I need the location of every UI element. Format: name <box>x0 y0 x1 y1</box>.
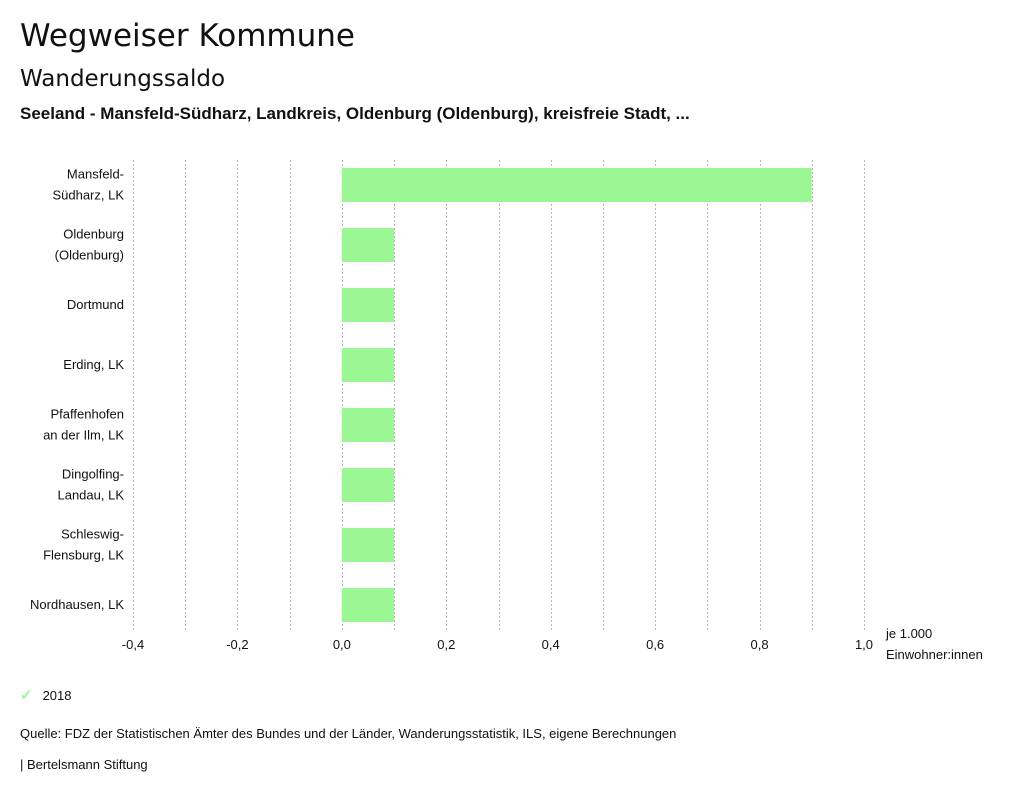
bar-chart: Mansfeld-Südharz, LK Oldenburg (Oldenburg)… <box>30 160 983 662</box>
chart-subtitle: Wanderungssaldo <box>20 66 226 92</box>
x-tick-label: 0,8 <box>751 637 769 652</box>
region-selection-heading: Seeland - Mansfeld-Südharz, Landkreis, O… <box>20 104 690 123</box>
x-tick-label: 0,4 <box>542 637 560 652</box>
credit-note: | Bertelsmann Stiftung <box>20 757 148 772</box>
bar <box>341 468 395 502</box>
category-label: Oldenburg (Oldenburg) <box>55 227 124 263</box>
x-tick-label: -0,4 <box>122 637 144 652</box>
x-tick-label: 0,0 <box>333 637 351 652</box>
legend-label: 2018 <box>42 687 72 703</box>
x-tick-label: 0,2 <box>437 637 455 652</box>
x-tick-label: 0,6 <box>646 637 664 652</box>
check-icon: ✓ <box>20 687 33 704</box>
bar <box>341 348 395 382</box>
source-note: Quelle: FDZ der Statistischen Ämter des … <box>20 726 677 741</box>
bar <box>341 228 395 262</box>
x-tick-label: -0,2 <box>226 637 248 652</box>
category-label: Nordhausen, LK <box>30 597 124 612</box>
category-label: Schleswig-Flensburg, LK <box>43 527 124 563</box>
bar <box>341 288 395 322</box>
x-tick-label: 1,0 <box>855 637 873 652</box>
category-label: Dortmund <box>67 297 124 312</box>
category-label: Erding, LK <box>63 357 124 372</box>
category-label: Dingolfing-Landau, LK <box>57 467 124 503</box>
bar <box>341 588 395 622</box>
category-label: Mansfeld-Südharz, LK <box>52 167 124 203</box>
bar <box>341 528 395 562</box>
bar <box>341 408 395 442</box>
legend[interactable]: ✓ 2018 <box>20 686 72 704</box>
bar <box>341 168 812 202</box>
category-label: Pfaffenhofen an der Ilm, LK <box>43 407 124 443</box>
x-axis-label: je 1.000 Einwohner:innen <box>885 626 983 662</box>
page-title: Wegweiser Kommune <box>20 18 355 54</box>
